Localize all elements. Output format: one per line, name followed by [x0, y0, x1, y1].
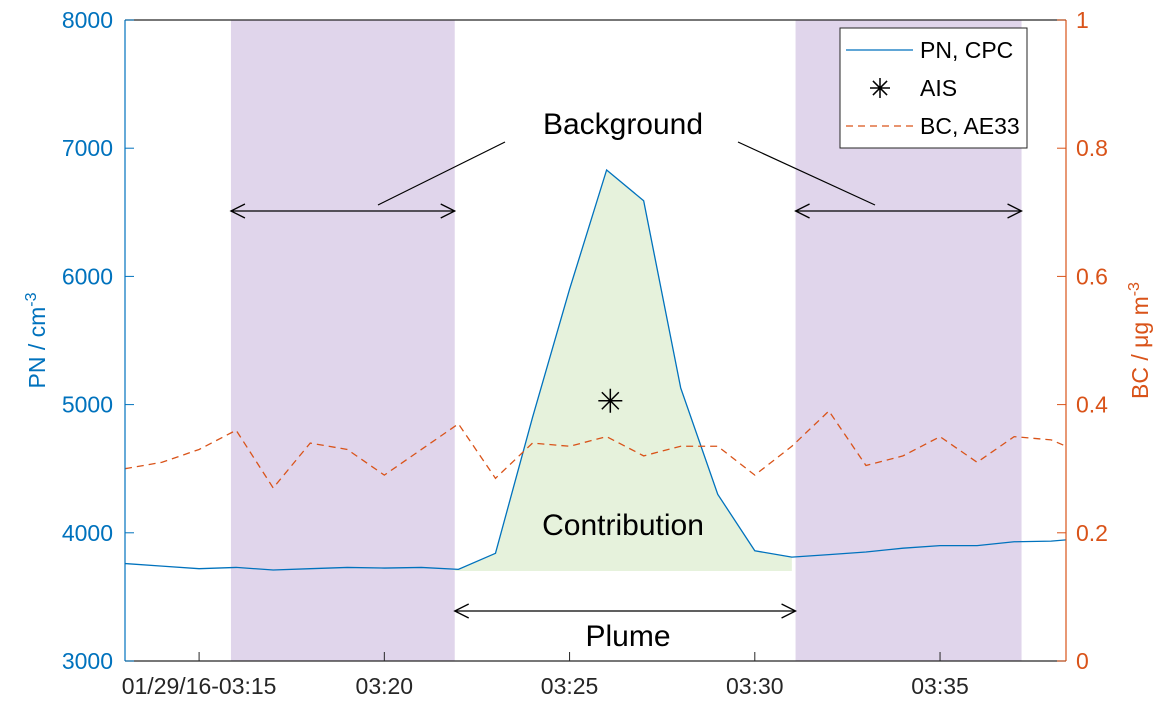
legend-label: AIS	[920, 75, 957, 101]
y2-axis-label-sup: -3	[1126, 282, 1143, 296]
y-tick-label: 6000	[62, 263, 113, 289]
y2-tick-label: 0.6	[1076, 263, 1108, 289]
x-tick-label: 01/29/16-03:15	[122, 673, 277, 699]
x-tick-label: 03:30	[726, 673, 784, 699]
y2-tick-label: 0.8	[1076, 135, 1108, 161]
y-tick-label: 4000	[62, 520, 113, 546]
y-axis-label-sup: -3	[23, 292, 40, 306]
y2-axis-label: BC / μg m-3	[1126, 282, 1153, 399]
arrow-head	[453, 603, 798, 619]
annotation: Contribution	[542, 509, 704, 542]
background-period	[230, 20, 455, 661]
y2-tick-label: 1	[1076, 7, 1089, 33]
legend-label: BC, AE33	[920, 113, 1020, 139]
x-tick-label: 03:35	[911, 673, 969, 699]
ais-marker	[598, 388, 623, 413]
legend-label: PN, CPC	[920, 37, 1013, 63]
y2-tick-label: 0.4	[1076, 392, 1108, 418]
series-line	[124, 410, 1067, 490]
annotation-leader	[377, 141, 506, 206]
contribution-area	[452, 169, 792, 571]
x-tick-label: 03:20	[356, 673, 414, 699]
y-axis-label: PN / cm-3	[23, 292, 50, 388]
y2-tick-label: 0.2	[1076, 520, 1108, 546]
arrow-head	[794, 203, 1023, 219]
y-tick-label: 5000	[62, 392, 113, 418]
y2-tick-label: 0	[1076, 648, 1089, 674]
annotation-leader	[737, 141, 876, 206]
y-tick-label: 3000	[62, 648, 113, 674]
arrow-head	[229, 203, 457, 219]
y2-axis-label-text: BC / μg m	[1127, 296, 1153, 399]
y-axis-label-text: PN / cm	[24, 307, 50, 389]
y-tick-label: 8000	[62, 7, 113, 33]
legend-marker	[870, 78, 890, 98]
annotation: Background	[543, 108, 703, 141]
x-tick-label: 03:25	[541, 673, 599, 699]
y-tick-label: 7000	[62, 135, 113, 161]
annotation: Plume	[585, 620, 670, 653]
series-line	[124, 168, 1067, 571]
